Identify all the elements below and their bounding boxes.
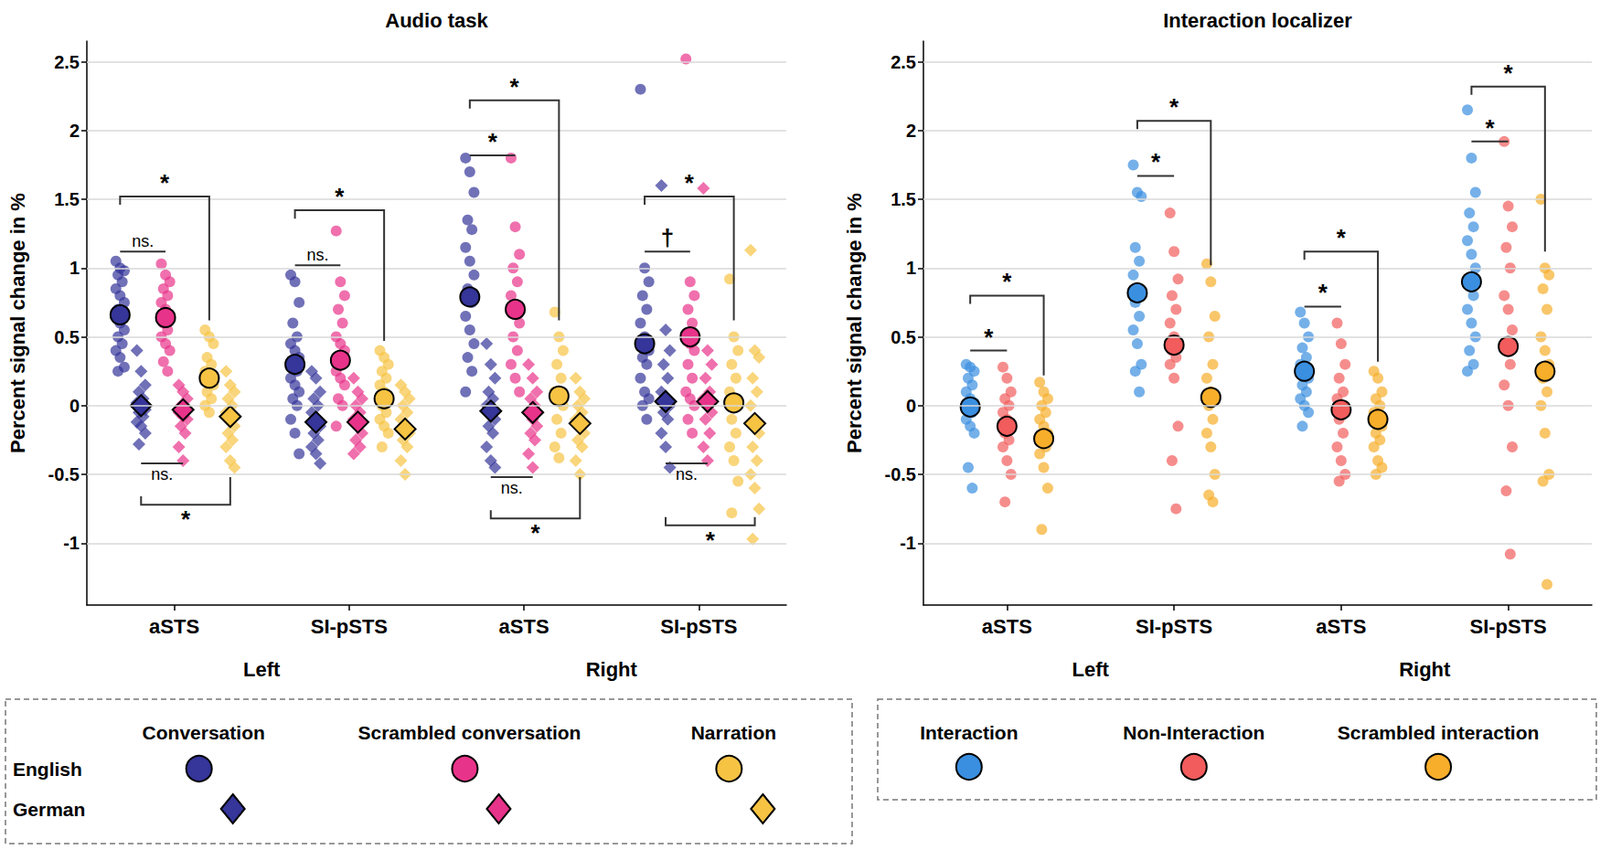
svg-text:*: *: [1318, 278, 1329, 307]
svg-text:aSTS: aSTS: [149, 615, 200, 639]
svg-text:English: English: [12, 758, 83, 780]
svg-text:*: *: [530, 519, 541, 547]
svg-text:Right: Right: [1398, 658, 1451, 682]
svg-text:SI-pSTS: SI-pSTS: [1135, 615, 1213, 639]
svg-text:*: *: [488, 128, 499, 156]
svg-text:Percent signal change in %: Percent signal change in %: [6, 192, 30, 454]
svg-text:2: 2: [906, 120, 917, 141]
svg-text:0.5: 0.5: [890, 327, 917, 348]
svg-text:1.5: 1.5: [53, 189, 80, 210]
svg-text:ns.: ns.: [306, 245, 329, 265]
svg-text:*: *: [1002, 267, 1013, 296]
svg-text:*: *: [181, 505, 192, 534]
svg-text:Interaction localizer: Interaction localizer: [1162, 9, 1353, 32]
svg-text:*: *: [1151, 148, 1162, 176]
svg-text:ns.: ns.: [131, 232, 154, 251]
svg-text:aSTS: aSTS: [981, 615, 1033, 639]
svg-text:†: †: [661, 224, 674, 252]
svg-text:*: *: [1169, 93, 1180, 121]
svg-text:*: *: [705, 526, 716, 555]
svg-text:Right: Right: [586, 658, 639, 682]
svg-text:*: *: [684, 169, 695, 197]
svg-text:*: *: [510, 73, 521, 101]
svg-text:2.5: 2.5: [890, 52, 917, 73]
svg-text:Scrambled conversation: Scrambled conversation: [357, 722, 581, 744]
svg-text:aSTS: aSTS: [1315, 615, 1366, 639]
svg-text:1: 1: [69, 257, 80, 278]
svg-text:*: *: [1336, 224, 1347, 252]
svg-text:Scrambled interaction: Scrambled interaction: [1337, 722, 1540, 744]
svg-text:SI-pSTS: SI-pSTS: [310, 615, 388, 639]
svg-text:SI-pSTS: SI-pSTS: [1469, 615, 1547, 639]
svg-text:ns.: ns.: [675, 465, 698, 484]
svg-text:Left: Left: [1072, 658, 1110, 682]
svg-text:0.5: 0.5: [53, 327, 80, 348]
svg-text:*: *: [983, 323, 994, 352]
svg-text:Narration: Narration: [691, 722, 777, 744]
svg-text:*: *: [160, 169, 171, 197]
svg-text:SI-pSTS: SI-pSTS: [660, 615, 737, 639]
svg-text:Non-Interaction: Non-Interaction: [1122, 722, 1265, 744]
svg-text:-0.5: -0.5: [48, 464, 80, 485]
svg-text:*: *: [1484, 114, 1495, 142]
svg-text:0: 0: [906, 395, 917, 416]
svg-text:ns.: ns.: [501, 479, 523, 498]
svg-text:1: 1: [906, 257, 917, 278]
svg-text:0: 0: [69, 395, 80, 416]
svg-text:Conversation: Conversation: [142, 722, 266, 744]
svg-text:Percent signal change in %: Percent signal change in %: [842, 192, 866, 454]
svg-text:aSTS: aSTS: [499, 615, 550, 639]
svg-text:German: German: [12, 799, 86, 821]
svg-text:Interaction: Interaction: [919, 722, 1018, 744]
svg-text:1.5: 1.5: [890, 189, 917, 210]
svg-text:*: *: [1504, 59, 1515, 87]
svg-text:2.5: 2.5: [53, 52, 80, 73]
svg-text:ns.: ns.: [150, 465, 173, 484]
svg-text:-0.5: -0.5: [885, 464, 917, 485]
svg-text:-1: -1: [63, 533, 80, 554]
svg-text:Left: Left: [243, 658, 281, 682]
svg-text:Audio task: Audio task: [384, 9, 489, 32]
svg-text:-1: -1: [899, 533, 917, 554]
svg-text:2: 2: [69, 120, 80, 141]
svg-text:*: *: [334, 182, 345, 211]
